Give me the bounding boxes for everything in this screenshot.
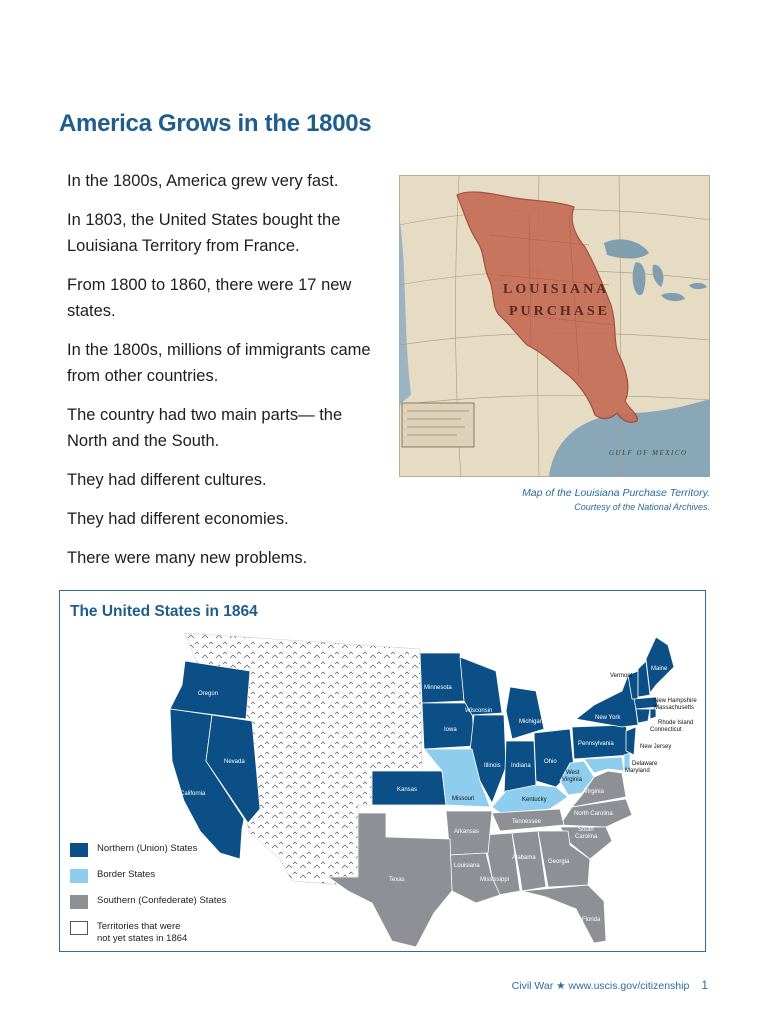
- legend-territory: Territories that were not yet states in …: [70, 919, 270, 945]
- page-title: America Grows in the 1800s: [59, 110, 372, 137]
- legend-border: Border States: [70, 867, 270, 893]
- state-nevada: [205, 714, 261, 824]
- texas-label: Texas: [389, 877, 405, 883]
- mississippi-label: Mississippi: [480, 877, 509, 883]
- photo-caption: Map of the Louisiana Purchase Territory.…: [399, 486, 710, 514]
- legend-swatch-territory: [70, 921, 88, 935]
- paragraph: The country had two main parts— the Nort…: [67, 406, 343, 450]
- state-minnesota: [419, 652, 465, 704]
- west-virginia-label-1: West: [566, 770, 580, 776]
- page-footer: Civil War ★ www.uscis.gov/citizenship 1: [512, 978, 708, 992]
- delaware-label: Delaware: [632, 761, 658, 767]
- west-virginia-label-2: Virginia: [562, 777, 583, 783]
- paragraph: In the 1800s, America grew very fast.: [67, 172, 339, 190]
- maryland-label: Maryland: [625, 768, 650, 774]
- virginia-label: Virginia: [584, 789, 605, 795]
- legend-union: Northern (Union) States: [70, 841, 270, 867]
- state-oregon: [169, 660, 251, 720]
- massachusetts-label: Massachusetts: [654, 705, 694, 711]
- legend-swatch-confederate: [70, 895, 88, 909]
- state-delaware: [623, 752, 631, 772]
- paragraph: They had different cultures.: [67, 471, 267, 489]
- louisiana-purchase-map-image: LOUISIANA PURCHASE GULF OF MEXICO: [399, 175, 710, 477]
- legend-label: Northern (Union) States: [97, 843, 198, 854]
- louisiana-label: Louisiana: [454, 863, 480, 869]
- connecticut-label: Connecticut: [650, 727, 682, 733]
- state-tennessee: [491, 808, 565, 832]
- louisiana-map-label: LOUISIANA: [503, 282, 609, 297]
- page-number: 1: [701, 978, 708, 992]
- missouri-label: Missouri: [452, 796, 474, 802]
- legend-label-line2: not yet states in 1864: [97, 933, 188, 944]
- caption-title: Map of the Louisiana Purchase Territory.: [522, 487, 710, 499]
- new-hampshire-label: New Hampshire: [654, 698, 697, 704]
- us-1864-map-panel: The United States in 1864: [59, 590, 706, 952]
- florida-label: Florida: [582, 917, 601, 923]
- arkansas-label: Arkansas: [454, 829, 479, 835]
- pennsylvania-label: Pennsylvania: [578, 741, 614, 747]
- legend-confederate: Southern (Confederate) States: [70, 893, 270, 919]
- paragraph: In 1803, the United States bought the Lo…: [67, 211, 341, 255]
- kansas-label: Kansas: [397, 787, 417, 793]
- legend-label: Southern (Confederate) States: [97, 895, 227, 906]
- ohio-label: Ohio: [544, 759, 557, 765]
- rhode-island-label: Rhode Island: [658, 720, 693, 726]
- alabama-label: Alabama: [512, 855, 536, 861]
- georgia-label: Georgia: [548, 859, 570, 865]
- minnesota-label: Minnesota: [424, 685, 452, 691]
- state-wisconsin: [459, 656, 503, 716]
- legend-swatch-border: [70, 869, 88, 883]
- gulf-map-label: GULF OF MEXICO: [609, 449, 688, 457]
- caption-credit: Courtesy of the National Archives.: [574, 502, 710, 512]
- state-massachusetts: [633, 696, 659, 710]
- paragraph: In the 1800s, millions of immigrants cam…: [67, 341, 371, 385]
- footer-text: Civil War ★ www.uscis.gov/citizenship: [511, 980, 690, 992]
- maine-label: Maine: [651, 666, 668, 672]
- paragraph: They had different economies.: [67, 510, 289, 528]
- indiana-label: Indiana: [511, 763, 531, 769]
- state-rhode-island: [649, 708, 657, 720]
- purchase-map-label: PURCHASE: [509, 304, 610, 319]
- state-alabama: [511, 830, 547, 892]
- wisconsin-label: Wisconsin: [465, 708, 492, 714]
- tennessee-label: Tennessee: [512, 819, 542, 825]
- intro-text: In the 1800s, America grew very fast. In…: [67, 168, 387, 584]
- state-west-virginia: [559, 760, 595, 796]
- state-connecticut: [635, 708, 651, 724]
- state-michigan: [505, 686, 545, 740]
- kentucky-label: Kentucky: [522, 797, 547, 803]
- state-georgia: [537, 830, 591, 888]
- new-jersey-label: New Jersey: [640, 744, 671, 750]
- state-texas: [326, 812, 453, 948]
- state-new-jersey: [625, 726, 637, 756]
- state-maryland: [583, 756, 625, 774]
- paragraph: There were many new problems.: [67, 549, 308, 567]
- south-carolina-label-2: Carolina: [575, 834, 598, 840]
- paragraph: From 1800 to 1860, there were 17 new sta…: [67, 276, 352, 320]
- south-carolina-label-1: South: [578, 827, 594, 833]
- north-carolina-label: North Carolina: [574, 811, 613, 817]
- map-legend: Northern (Union) States Border States So…: [70, 841, 270, 945]
- illinois-label: Illinois: [484, 763, 501, 769]
- state-florida: [521, 884, 607, 944]
- legend-swatch-union: [70, 843, 88, 857]
- michigan-label: Michigan: [519, 719, 543, 725]
- legend-label: Border States: [97, 869, 156, 880]
- map-title: The United States in 1864: [70, 603, 258, 620]
- us-map: Oregon Nevada California Kansas Minnesot…: [169, 632, 697, 948]
- state-missouri: [423, 748, 491, 808]
- legend-label-territory: Territories that were not yet states in …: [97, 921, 187, 945]
- legend-label-line1: Territories that were: [97, 921, 181, 932]
- oregon-label: Oregon: [198, 691, 218, 697]
- new-york-label: New York: [595, 715, 621, 721]
- california-label: California: [180, 791, 206, 797]
- state-maine: [645, 636, 675, 695]
- iowa-label: Iowa: [444, 727, 457, 733]
- nevada-label: Nevada: [224, 759, 245, 765]
- vermont-label: Vermont: [610, 673, 633, 679]
